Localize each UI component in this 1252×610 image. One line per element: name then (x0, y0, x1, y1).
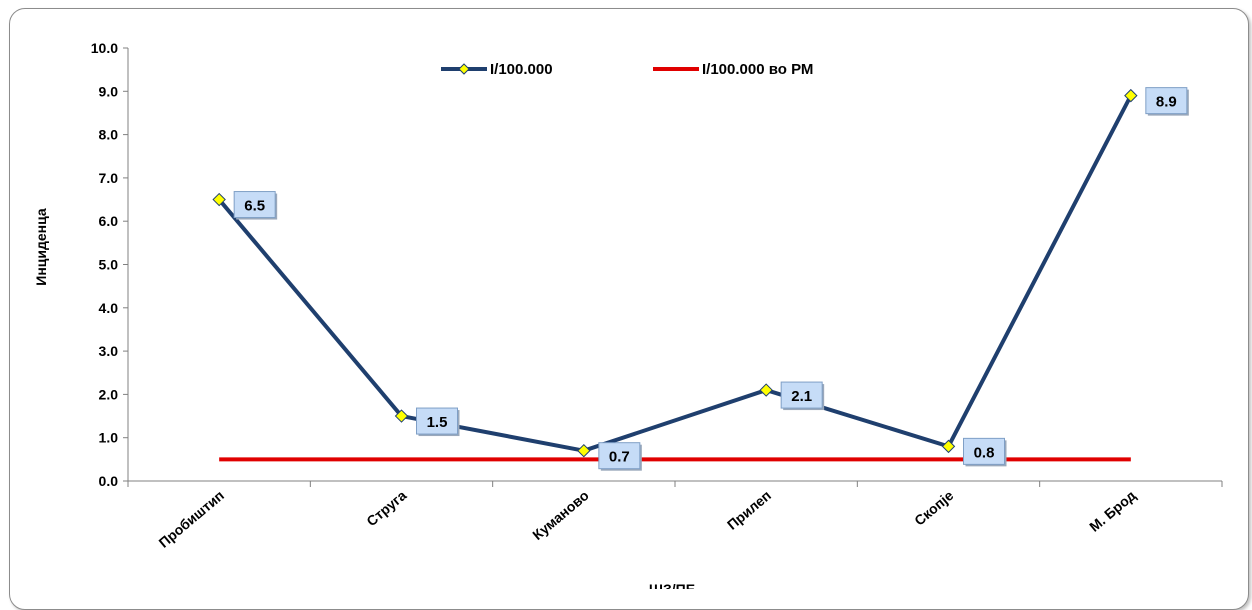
data-label: 8.9 (1145, 87, 1189, 116)
series-line-incidence (217, 94, 1133, 453)
y-tick-label: 10.0 (91, 40, 118, 56)
data-label-box (233, 191, 276, 219)
line-chart: 0.0 1.0 2.0 3.0 4.0 5.0 6.0 7.0 8.0 9.0 10.0 Проби… (33, 40, 1223, 589)
y-tick-label: 2.0 (99, 386, 119, 402)
y-tick-label: 0.0 (99, 473, 119, 489)
y-tick-label: 3.0 (99, 343, 119, 359)
x-axis-title: ШЗ/ПЕ (649, 581, 695, 589)
y-tick-label: 6.0 (99, 213, 119, 229)
data-label-box (1145, 87, 1188, 115)
data-label-box (963, 437, 1005, 465)
data-label-box (780, 381, 823, 409)
data-label: 1.5 (416, 407, 460, 437)
data-label-text: 2.1 (791, 388, 812, 405)
y-tick-label: 8.0 (99, 127, 119, 143)
data-label-text: 0.8 (974, 444, 995, 461)
data-point-marker (212, 192, 226, 207)
chart-frame (9, 8, 1249, 610)
data-point-marker (1124, 88, 1138, 103)
data-label-text: 1.5 (427, 414, 448, 431)
x-axis-categories: Пробиштип Струга Куманово Прилеп Скопје М. Бр… (127, 481, 1223, 551)
series-layer (212, 88, 1138, 462)
data-label: 2.1 (780, 381, 825, 411)
y-axis-title: Инциденца (33, 208, 49, 286)
x-category-label: Скопје (911, 487, 956, 529)
legend: I/100.000 I/100.000 во РМ (441, 61, 813, 78)
legend-marker-incidence (458, 63, 470, 75)
y-tick-label: 9.0 (99, 83, 119, 99)
legend-label-national: I/100.000 во РМ (702, 61, 813, 78)
y-axis-ticks: 0.0 1.0 2.0 3.0 4.0 5.0 6.0 7.0 8.0 9.0 10.0 (91, 40, 128, 489)
data-label: 0.8 (963, 437, 1007, 467)
x-category-label: Куманово (529, 487, 591, 543)
x-category-label: Струга (363, 487, 409, 529)
data-point-marker (941, 439, 956, 454)
data-label-box (416, 407, 458, 435)
legend-label-incidence: I/100.000 (490, 61, 553, 78)
data-labels-layer: 6.5 1.5 0.7 2.1 0.8 8.9 (233, 87, 1189, 471)
y-tick-label: 5.0 (99, 257, 119, 273)
data-point-marker (394, 409, 409, 423)
y-tick-label: 1.0 (99, 430, 119, 446)
data-point-marker (577, 443, 591, 458)
x-category-label: М. Брод (1086, 487, 1139, 535)
x-category-label: Прилеп (724, 487, 774, 533)
data-point-marker (759, 383, 773, 397)
y-tick-label: 4.0 (99, 300, 119, 316)
data-label-box (598, 442, 641, 470)
data-label-text: 6.5 (244, 198, 265, 215)
data-label: 6.5 (233, 191, 278, 220)
data-label-text: 0.7 (609, 449, 630, 466)
y-tick-label: 7.0 (99, 170, 119, 186)
x-category-label: Пробиштип (156, 487, 228, 551)
data-label-text: 8.9 (1156, 94, 1177, 111)
data-label: 0.7 (598, 442, 642, 471)
